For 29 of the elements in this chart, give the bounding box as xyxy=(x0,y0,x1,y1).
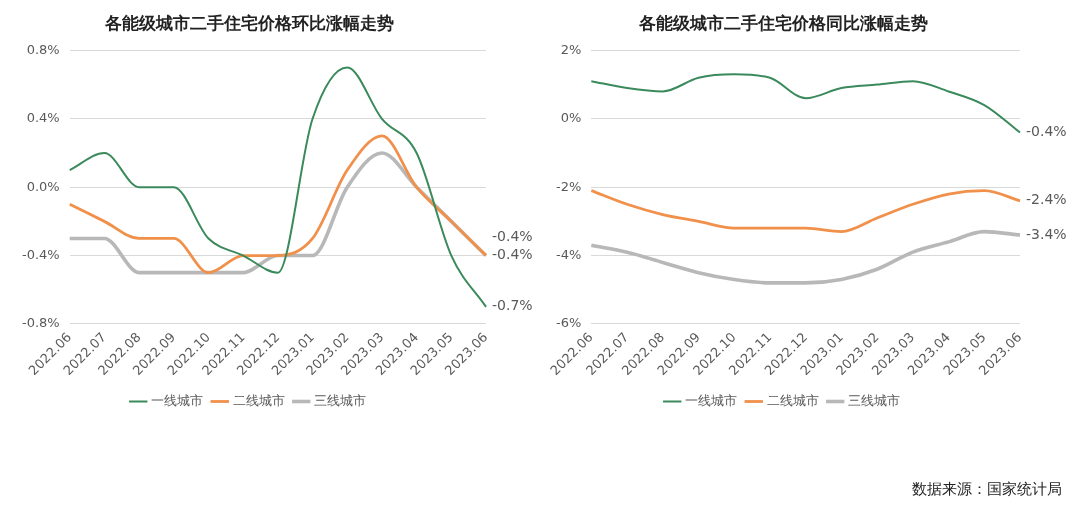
legend-label: 一线城市 xyxy=(151,392,204,408)
legend-label: 三线城市 xyxy=(314,392,367,408)
source-note: 数据来源：国家统计局 xyxy=(911,480,1063,499)
y-tick-label: 0.4% xyxy=(26,110,60,126)
data-label: -0.4% xyxy=(492,228,533,245)
legend-label: 一线城市 xyxy=(685,392,738,408)
legend-label: 三线城市 xyxy=(848,392,901,408)
legend-label: 二线城市 xyxy=(232,392,285,408)
data-label: -2.4% xyxy=(1026,191,1067,208)
y-tick-label: 2% xyxy=(560,41,582,57)
line-series xyxy=(589,229,1022,285)
y-tick-label: -4% xyxy=(555,246,582,262)
line-series xyxy=(68,66,487,308)
y-tick-label: 0% xyxy=(560,110,582,126)
line-series xyxy=(589,189,1022,234)
chart-title: 各能级城市二手住宅价格环比涨幅走势 xyxy=(103,12,394,33)
line-series xyxy=(590,73,1021,134)
chart-title: 各能级城市二手住宅价格同比涨幅走势 xyxy=(637,12,928,33)
data-label: -0.4% xyxy=(492,246,533,263)
data-label: -3.4% xyxy=(1026,225,1067,242)
y-tick-label: -0.4% xyxy=(22,246,60,262)
y-tick-label: -6% xyxy=(555,315,582,331)
y-tick-label: 0.8% xyxy=(26,41,60,57)
y-tick-label: -0.8% xyxy=(22,315,60,331)
y-tick-label: 0.0% xyxy=(26,178,60,194)
y-tick-label: -2% xyxy=(555,178,582,194)
legend-label: 二线城市 xyxy=(766,392,819,408)
data-label: -0.7% xyxy=(492,297,533,314)
data-label: -0.4% xyxy=(1026,123,1067,140)
